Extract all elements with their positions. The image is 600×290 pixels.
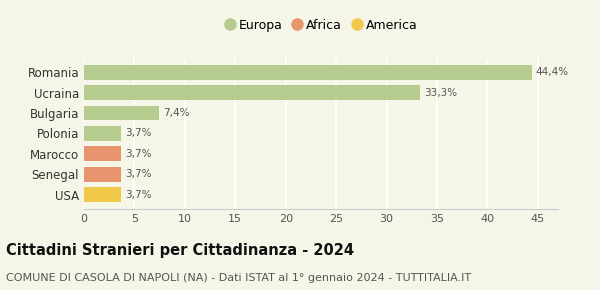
Bar — [84, 187, 121, 202]
Text: 3,7%: 3,7% — [125, 169, 152, 179]
Text: 3,7%: 3,7% — [125, 149, 152, 159]
Text: 7,4%: 7,4% — [163, 108, 189, 118]
Text: 3,7%: 3,7% — [125, 190, 152, 200]
Text: 3,7%: 3,7% — [125, 128, 152, 138]
Bar — [84, 146, 121, 161]
Text: COMUNE DI CASOLA DI NAPOLI (NA) - Dati ISTAT al 1° gennaio 2024 - TUTTITALIA.IT: COMUNE DI CASOLA DI NAPOLI (NA) - Dati I… — [6, 273, 471, 283]
Text: 44,4%: 44,4% — [536, 67, 569, 77]
Text: 33,3%: 33,3% — [424, 88, 457, 98]
Bar — [84, 85, 420, 100]
Text: Cittadini Stranieri per Cittadinanza - 2024: Cittadini Stranieri per Cittadinanza - 2… — [6, 243, 354, 258]
Legend: Europa, Africa, America: Europa, Africa, America — [224, 19, 418, 32]
Bar — [84, 106, 158, 120]
Bar — [84, 167, 121, 182]
Bar — [84, 65, 532, 79]
Bar — [84, 126, 121, 141]
